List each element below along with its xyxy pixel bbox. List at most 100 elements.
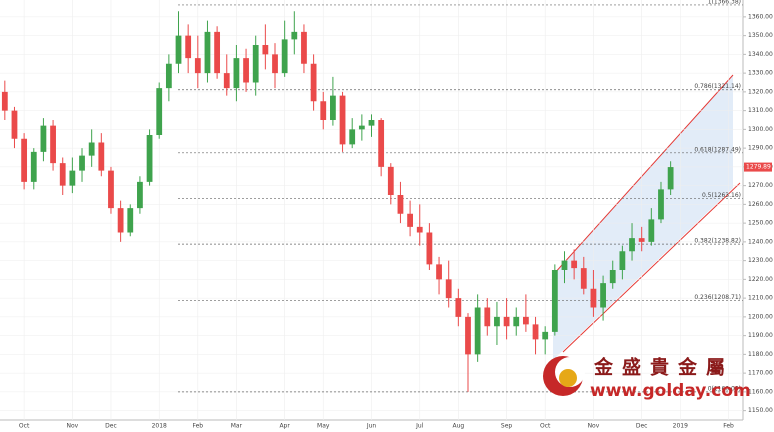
candle-body [416,226,423,233]
candle-body [387,166,394,195]
fib-label: 0.382(1238.82) [694,238,741,245]
x-tick-label: Mar [231,423,243,430]
x-tick-label: Sep [501,423,513,430]
logo [559,369,577,387]
watermark: 金 盛 貴 金 屬 www.golday.com [543,356,751,401]
candle-body [532,324,539,340]
y-tick-label: 1150.00 [748,407,773,414]
y-tick-label: 1160.00 [748,388,773,395]
candle-body [185,35,192,59]
candle-body [137,181,143,209]
candle-body [368,120,375,126]
candle-body [320,101,327,120]
y-tick-label: 1210.00 [748,295,773,302]
x-tick-label: May [317,423,330,430]
candle-body [397,195,404,214]
y-tick-label: 1350.00 [748,32,773,39]
x-tick-label: Nov [67,423,79,430]
y-tick-label: 1240.00 [748,238,773,245]
y-tick-label: 1230.00 [748,257,773,264]
x-tick-label: Feb [723,423,734,430]
candle-body [194,58,201,74]
watermark-name: 盛 [622,356,641,379]
candles [1,11,674,392]
candle-body [330,95,336,120]
candle-body [513,316,520,327]
last-price-label: 1279.89 [746,164,771,171]
candle-body [455,298,462,317]
candle-body [243,58,249,83]
channel-lower [562,182,741,353]
y-tick-label: 1270.00 [748,182,773,189]
y-tick-label: 1320.00 [748,88,773,95]
x-tick-label: 2019 [673,423,688,430]
candle-body [590,288,597,308]
candle-body [1,91,8,111]
candle-body [484,307,491,327]
fib-label: 0.5(1263.16) [702,192,741,199]
fib-label: 0.786(1321.14) [694,83,741,90]
candle-body [69,170,76,186]
y-tick-label: 1340.00 [748,51,773,58]
y-tick-label: 1170.00 [748,370,773,377]
candle-body [648,219,655,242]
watermark-url: www.golday.com [590,381,751,401]
x-tick-label: Aug [452,423,464,430]
candle-body [638,238,645,242]
fib-label: 0.236(1208.71) [694,294,741,301]
candle-body [40,125,47,152]
candle-body [146,135,153,182]
x-tick-label: Nov [588,423,600,430]
watermark-name: 貴 [650,356,669,379]
x-tick-label: Dec [105,423,117,430]
candle-body [11,110,18,139]
candle-body [204,31,211,74]
candle-body [21,138,28,182]
candle-body [436,264,442,280]
y-tick-label: 1330.00 [748,70,773,77]
candle-body [600,283,606,308]
candle-body [301,31,307,64]
candle-body [223,73,230,89]
candle-body [551,270,558,332]
axes: 1150.00 1160.00 1170.00 1180.00 1190.00 1200.… [19,13,773,429]
fib-label: 0.618(1287.49) [694,146,741,153]
candle-body [609,270,616,284]
x-tick-label: Apr [279,423,290,430]
candle-body [503,316,510,327]
candle-body [426,232,433,265]
candle-body [358,125,365,130]
x-tick-label: Dec [636,423,648,430]
candle-body [494,316,500,327]
candle-body [619,251,626,270]
candle-body [214,31,221,74]
y-tick-label: 1190.00 [748,332,773,339]
y-tick-label: 1200.00 [748,313,773,320]
candle-body [291,31,298,40]
y-tick-label: 1260.00 [748,201,773,208]
watermark-name: 金 [677,356,698,379]
x-tick-label: 2018 [152,423,167,430]
fibonacci: 1(1366.38) 0.786(1321.14) 0.618(1287.49) 0.… [178,0,743,392]
candle-body [272,54,278,74]
candle-body [127,208,134,233]
watermark-name: 金 [593,356,614,379]
y-tick-label: 1290.00 [748,145,773,152]
candle-body [98,142,105,171]
x-tick-label: Oct [19,423,30,430]
y-tick-label: 1310.00 [748,107,773,114]
channel-fill [553,75,733,360]
candle-body [50,125,56,164]
y-tick-label: 1300.00 [748,126,773,133]
candle-body [349,129,356,145]
candle-body [233,58,240,89]
candle-body [156,88,163,135]
candle-body [165,63,172,89]
x-tick-label: Jun [366,423,377,430]
candle-body [175,35,182,64]
candle-body [262,45,269,55]
watermark-name: 屬 [706,357,725,379]
candle-body [474,307,481,355]
candle-body [310,63,317,102]
